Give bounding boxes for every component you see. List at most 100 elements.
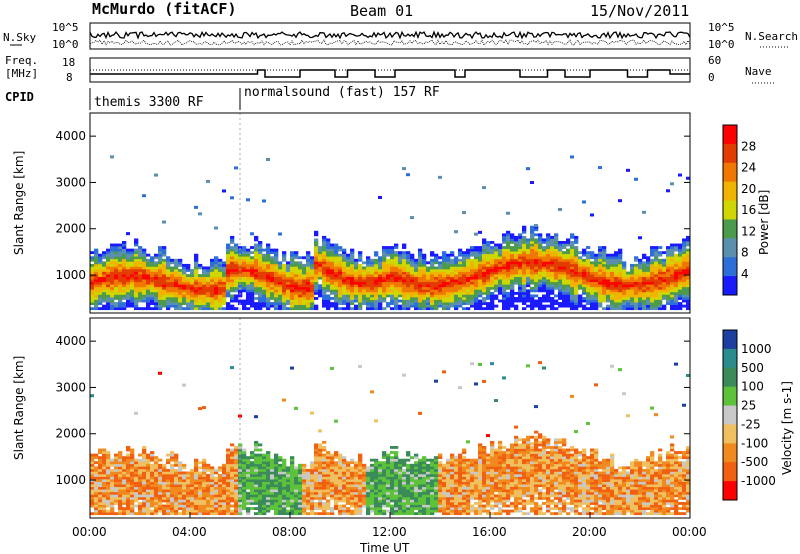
heat-cell	[218, 504, 223, 508]
heat-cell	[394, 243, 399, 247]
heat-cell	[426, 291, 431, 295]
heat-cell	[438, 269, 443, 272]
heat-cell	[562, 253, 567, 257]
heat-cell	[142, 479, 147, 482]
heat-cell	[426, 266, 431, 270]
heat-cell	[634, 302, 639, 305]
heat-cell	[654, 251, 659, 255]
heat-cell	[282, 302, 287, 305]
heat-cell	[302, 466, 307, 470]
heat-cell	[262, 458, 267, 462]
heat-cell	[334, 304, 339, 308]
heat-cell	[566, 279, 571, 283]
heat-cell	[222, 302, 227, 305]
heat-cell	[106, 486, 111, 490]
heat-cell	[330, 246, 335, 249]
heat-cell	[298, 502, 303, 505]
heat-cell	[478, 289, 483, 293]
heat-cell	[446, 271, 451, 275]
heat-cell	[266, 276, 271, 280]
heat-cell	[94, 258, 99, 262]
heat-cell	[250, 281, 255, 285]
heat-cell	[262, 499, 267, 503]
heat-cell	[674, 307, 679, 311]
heat-cell	[226, 251, 231, 255]
heat-cell	[434, 307, 439, 311]
heat-cell	[238, 269, 243, 272]
heat-cell	[450, 276, 455, 280]
nsearch-tick-top: 10^5	[708, 21, 735, 34]
heat-cell	[102, 451, 107, 454]
heat-cell	[318, 258, 323, 262]
heat-cell	[686, 281, 691, 285]
heat-cell	[470, 302, 475, 305]
heat-cell	[282, 274, 287, 277]
heat-cell	[206, 289, 211, 293]
heat-cell	[594, 284, 599, 288]
heat-cell	[406, 271, 411, 275]
heat-cell	[322, 440, 327, 444]
heat-cell	[450, 289, 455, 293]
heat-cell	[138, 489, 143, 493]
heat-cell	[418, 253, 423, 257]
heat-cell	[566, 299, 571, 303]
heat-cell	[238, 471, 243, 475]
heat-cell	[154, 471, 159, 475]
heat-cell	[226, 304, 231, 308]
heat-cell	[266, 261, 271, 265]
heat-cell	[302, 289, 307, 293]
heat-cell	[314, 468, 319, 472]
heat-cell	[90, 394, 94, 398]
heat-cell	[558, 253, 563, 257]
heat-cell	[334, 468, 339, 472]
heat-cell	[542, 248, 547, 252]
heat-cell	[574, 253, 579, 257]
heat-cell	[442, 266, 447, 270]
heat-cell	[526, 279, 531, 283]
heat-cell	[234, 461, 239, 465]
heat-cell	[130, 481, 135, 485]
heat-cell	[114, 479, 119, 482]
heat-cell	[314, 289, 319, 293]
heat-cell	[402, 281, 407, 285]
heat-cell	[626, 276, 631, 280]
heat-cell	[162, 304, 167, 308]
heat-cell	[98, 286, 103, 290]
heat-cell	[430, 269, 435, 272]
heat-cell	[634, 286, 639, 290]
heat-cell	[330, 476, 335, 480]
heat-cell	[222, 509, 227, 513]
heat-cell	[250, 284, 255, 288]
heat-cell	[294, 256, 299, 260]
heat-cell	[394, 274, 399, 277]
heat-cell	[274, 269, 279, 272]
heat-cell	[270, 486, 275, 490]
heat-cell	[326, 476, 331, 480]
heat-cell	[194, 504, 199, 508]
heat-cell	[318, 294, 323, 298]
heat-cell	[654, 261, 659, 265]
heat-cell	[170, 489, 175, 493]
heat-cell	[466, 248, 471, 252]
heat-cell	[314, 243, 319, 247]
heat-cell	[174, 504, 179, 508]
heat-cell	[634, 279, 639, 283]
heat-cell	[538, 269, 543, 272]
heat-cell	[386, 269, 391, 272]
heat-cell	[474, 269, 479, 272]
heat-cell	[154, 456, 159, 460]
heat-cell	[570, 271, 575, 275]
heat-cell	[674, 289, 679, 293]
heat-cell	[102, 466, 107, 470]
heat-cell	[254, 466, 259, 470]
heat-cell	[234, 297, 239, 300]
heat-cell	[522, 307, 527, 311]
heat-cell	[110, 302, 115, 305]
heat-cell	[182, 499, 187, 503]
heat-cell	[430, 251, 435, 255]
heat-cell	[470, 258, 475, 262]
heat-cell	[374, 271, 379, 275]
heat-cell	[106, 297, 111, 300]
heat-cell	[186, 284, 191, 288]
heat-cell	[302, 271, 307, 275]
